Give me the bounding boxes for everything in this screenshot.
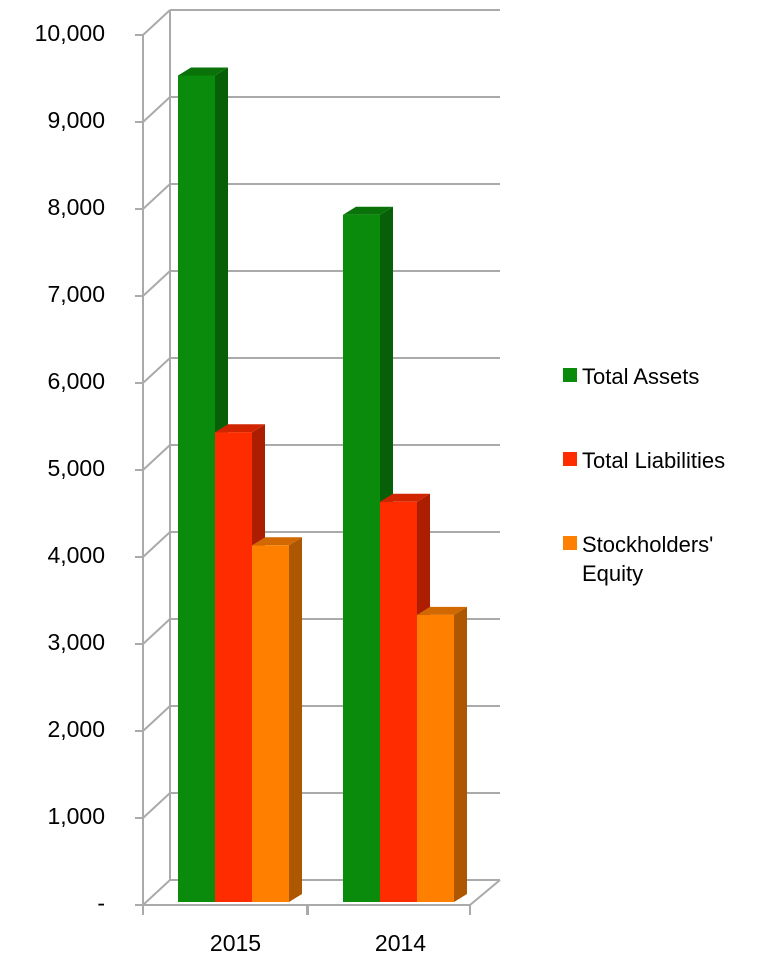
x-tick-label: 2015 bbox=[210, 930, 261, 956]
bar-top bbox=[380, 493, 430, 502]
x-tick-label: 2014 bbox=[375, 930, 426, 956]
y-tick-label: 5,000 bbox=[47, 455, 105, 481]
side-grid-line bbox=[142, 357, 171, 384]
y-tick-label: - bbox=[97, 890, 105, 916]
bar-top bbox=[343, 206, 393, 215]
bar-side bbox=[289, 537, 302, 902]
bar-top bbox=[417, 606, 467, 615]
bar-top bbox=[215, 424, 265, 433]
y-tick-label: 10,000 bbox=[35, 20, 105, 46]
bar bbox=[215, 432, 252, 902]
legend-swatch bbox=[563, 368, 577, 382]
legend-item: Total Assets bbox=[563, 362, 774, 446]
y-tick-label: 2,000 bbox=[47, 716, 105, 742]
legend-swatch bbox=[563, 452, 577, 466]
bar-top bbox=[252, 537, 302, 546]
legend-label: Total Liabilities bbox=[582, 448, 726, 473]
y-tick-label: 6,000 bbox=[47, 368, 105, 394]
side-grid-line bbox=[142, 618, 171, 645]
side-grid-line bbox=[142, 705, 171, 732]
side-grid-line bbox=[142, 183, 171, 210]
y-tick-label: 3,000 bbox=[47, 629, 105, 655]
side-grid-line bbox=[142, 444, 171, 471]
bar bbox=[417, 614, 454, 902]
bar-side bbox=[454, 606, 467, 902]
side-grid-line bbox=[142, 792, 171, 819]
bar bbox=[343, 214, 380, 902]
bar bbox=[380, 501, 417, 902]
y-tick-label: 9,000 bbox=[47, 107, 105, 133]
y-tick-label: 4,000 bbox=[47, 542, 105, 568]
y-tick-label: 7,000 bbox=[47, 281, 105, 307]
legend-item: Stockholders' Equity bbox=[563, 530, 774, 614]
y-tick-label: 8,000 bbox=[47, 194, 105, 220]
legend-swatch bbox=[563, 536, 577, 550]
side-grid-line bbox=[142, 96, 171, 123]
legend-item: Total Liabilities bbox=[563, 446, 774, 530]
side-grid-line bbox=[142, 9, 171, 36]
y-tick-label: 1,000 bbox=[47, 803, 105, 829]
bar bbox=[252, 545, 289, 902]
bar bbox=[178, 75, 215, 902]
legend-label: Stockholders' Equity bbox=[582, 532, 714, 586]
floor-right bbox=[469, 879, 501, 906]
side-grid-line bbox=[142, 531, 171, 558]
legend: Total Assets Total Liabilities Stockholder… bbox=[563, 362, 774, 614]
side-grid-line bbox=[142, 879, 171, 906]
side-grid-line bbox=[142, 270, 171, 297]
legend-label: Total Assets bbox=[582, 364, 700, 389]
bar-top bbox=[178, 67, 228, 76]
